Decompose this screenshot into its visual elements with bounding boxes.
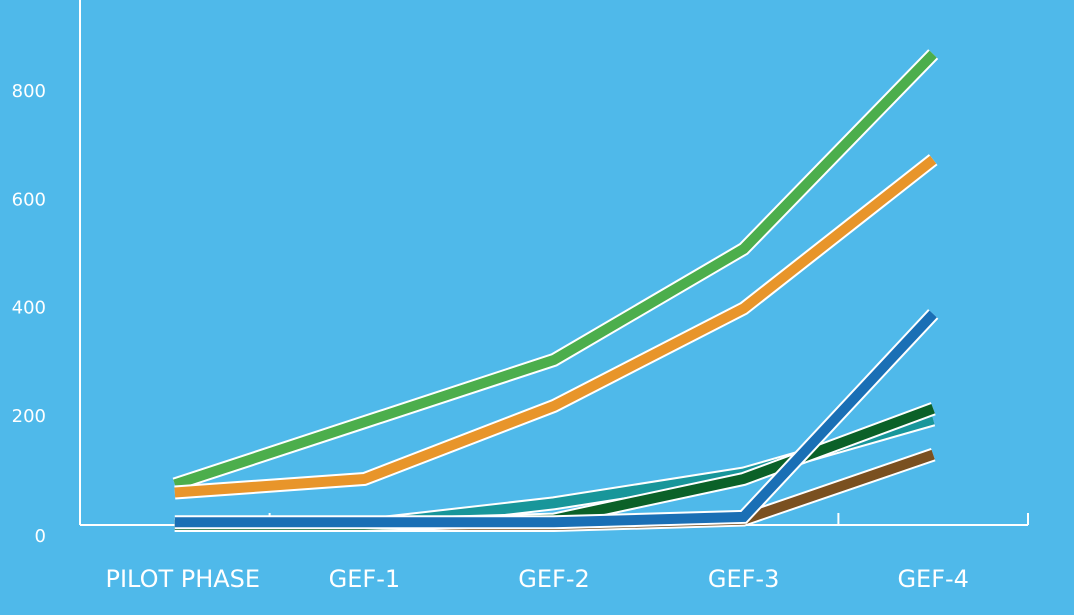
x-tick-label: PILOT PHASE: [106, 565, 261, 593]
line: [173, 50, 937, 490]
line-outline: [172, 49, 939, 492]
x-tick-label: GEF-3: [708, 565, 780, 593]
line: [174, 310, 937, 528]
y-tick-label: 200: [12, 406, 46, 427]
y-tick-label: 600: [12, 189, 46, 210]
y-tick-label: 800: [12, 81, 46, 102]
x-tick-label: GEF-1: [329, 565, 401, 593]
y-tick-label: 400: [12, 298, 46, 319]
x-tick-label: GEF-2: [518, 565, 590, 593]
y-tick-label: 0: [35, 526, 46, 547]
x-tick-label: GEF-4: [897, 565, 969, 593]
line: [174, 155, 937, 498]
